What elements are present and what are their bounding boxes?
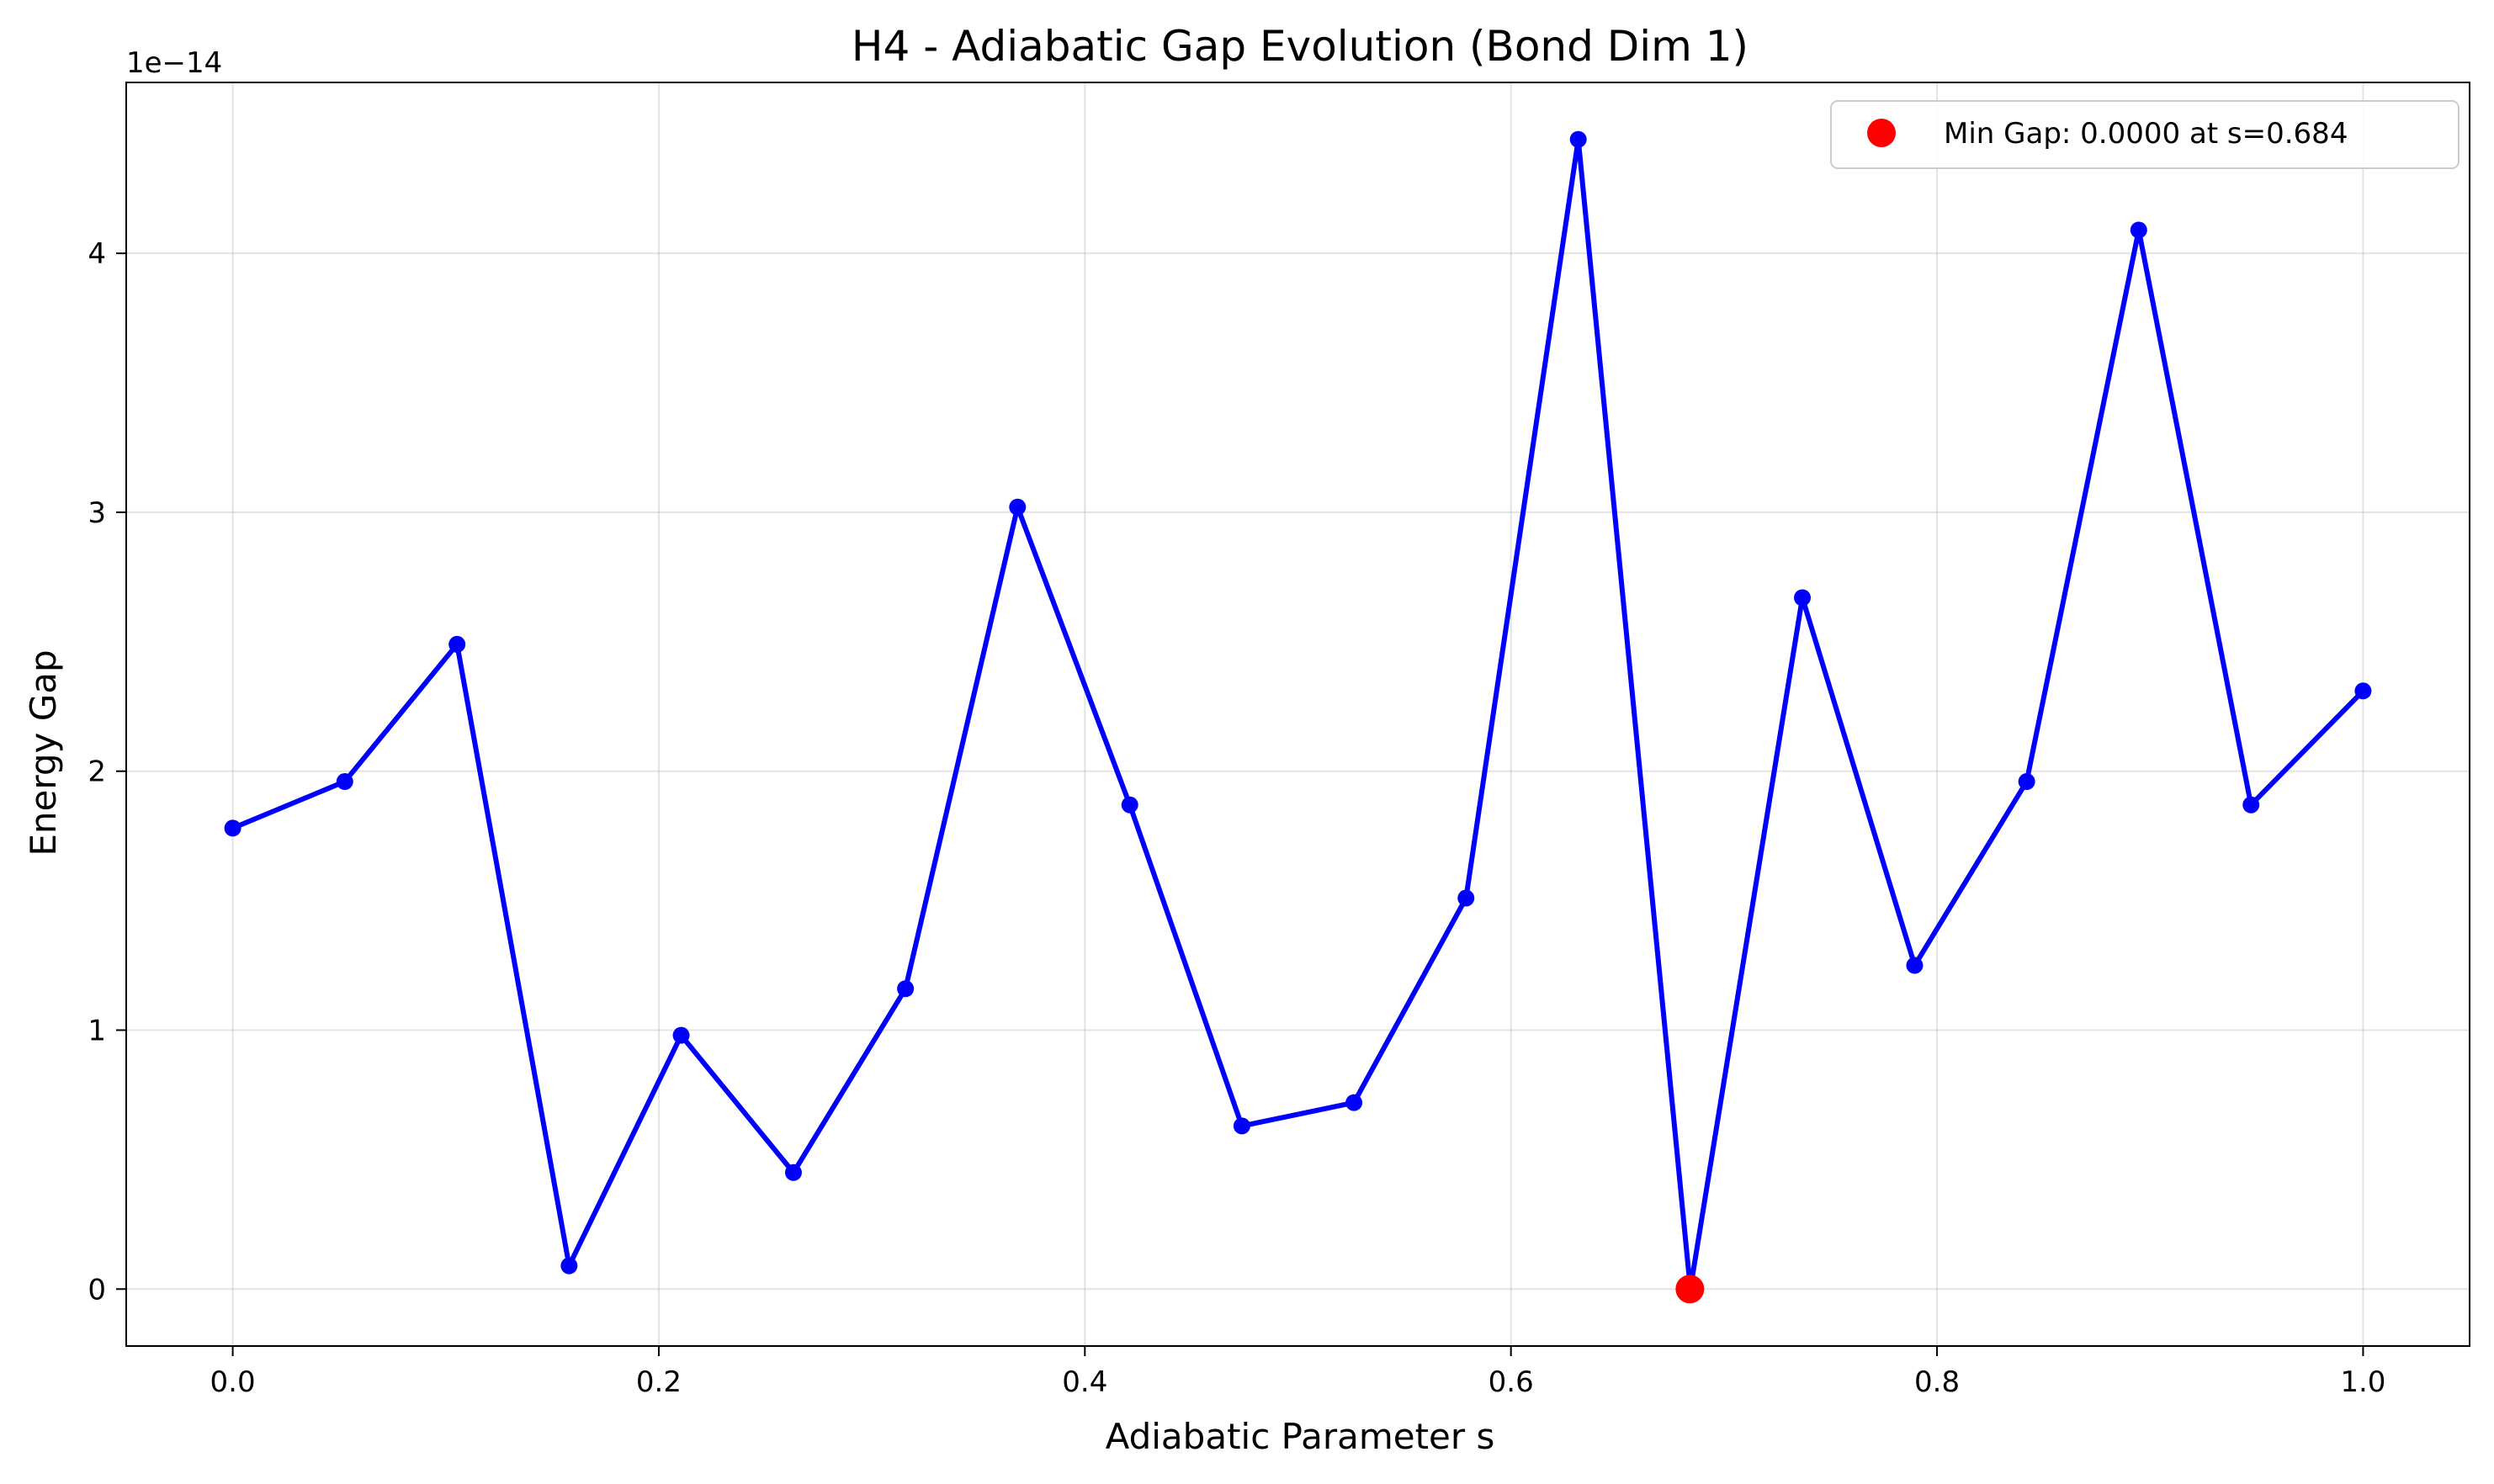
data-point [1009, 498, 1027, 516]
x-tick-label: 0.2 [636, 1365, 682, 1399]
min-gap-marker [1675, 1275, 1705, 1304]
x-tick-label: 0.6 [1488, 1365, 1534, 1399]
data-point [672, 1026, 690, 1044]
data-point [1121, 796, 1138, 814]
data-point [1906, 957, 1924, 974]
y-axis-label: Energy Gap [23, 649, 64, 856]
data-point [1569, 130, 1587, 148]
data-point [897, 980, 915, 998]
x-tick-label: 0.8 [1914, 1365, 1960, 1399]
legend-box [1830, 100, 2460, 169]
data-point [2130, 221, 2147, 239]
data-point [560, 1257, 578, 1275]
data-point [2242, 796, 2260, 814]
x-tick-label: 0.0 [210, 1365, 256, 1399]
ticks: 0.0 0.2 0.4 0.6 0.8 1.0 0 1 2 3 4 [88, 237, 2385, 1399]
data-point [1345, 1094, 1363, 1111]
y-tick-label: 3 [88, 496, 106, 530]
y-tick-label: 0 [88, 1273, 106, 1306]
y-tick-label: 4 [88, 237, 106, 271]
data-point [1794, 589, 1812, 607]
legend-entry-min-gap: Min Gap: 0.0000 at s=0.684 [1944, 117, 2348, 151]
y-tick-label: 1 [88, 1015, 106, 1048]
data-point [1233, 1117, 1250, 1135]
data-point [2018, 773, 2035, 791]
data-point [784, 1163, 802, 1181]
chart-title: H4 - Adiabatic Gap Evolution (Bond Dim 1… [852, 22, 1748, 71]
data-point [1457, 889, 1475, 907]
data-point [336, 773, 353, 791]
x-tick-label: 1.0 [2340, 1365, 2385, 1399]
x-tick-label: 0.4 [1062, 1365, 1107, 1399]
x-axis-label: Adiabatic Parameter s [1106, 1416, 1495, 1457]
legend-marker-min-gap [1867, 119, 1896, 147]
data-point [224, 819, 241, 837]
y-offset-text: 1e−14 [126, 46, 222, 80]
plot-frame [125, 82, 2470, 1347]
series-line [231, 136, 2365, 1292]
y-tick-label: 2 [88, 755, 106, 789]
data-point [2354, 682, 2372, 700]
data-point [448, 635, 466, 653]
series-layer [224, 130, 2372, 1304]
legend: Min Gap: 0.0000 at s=0.684 [1830, 100, 2460, 169]
